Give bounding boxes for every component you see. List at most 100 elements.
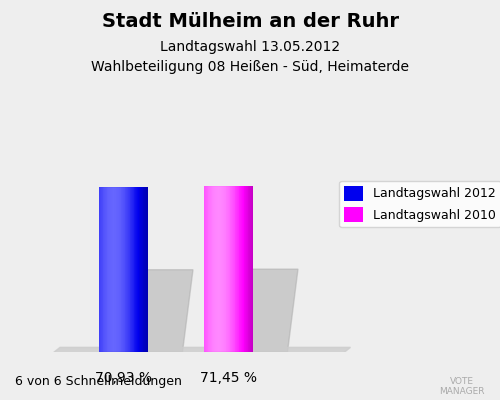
Bar: [223, 186, 224, 352]
Bar: [228, 186, 229, 352]
Bar: [244, 186, 246, 352]
Bar: [238, 186, 240, 352]
Bar: [237, 186, 238, 352]
Polygon shape: [42, 347, 350, 361]
Bar: [219, 186, 220, 352]
Bar: [100, 188, 102, 352]
Bar: [215, 186, 216, 352]
Bar: [106, 188, 108, 352]
Bar: [112, 188, 114, 352]
Bar: [105, 188, 106, 352]
Text: 71,45 %: 71,45 %: [200, 370, 256, 384]
Bar: [128, 188, 130, 352]
Bar: [216, 186, 217, 352]
Bar: [230, 186, 232, 352]
Bar: [142, 188, 143, 352]
Bar: [216, 186, 218, 352]
Text: 70,93 %: 70,93 %: [94, 370, 152, 384]
Bar: [122, 188, 124, 352]
Bar: [126, 188, 128, 352]
Bar: [205, 186, 206, 352]
Bar: [108, 188, 110, 352]
Bar: [252, 186, 253, 352]
Bar: [115, 188, 116, 352]
Bar: [124, 188, 125, 352]
Bar: [222, 186, 224, 352]
Bar: [248, 186, 250, 352]
Bar: [131, 188, 132, 352]
Bar: [118, 188, 120, 352]
Bar: [229, 186, 230, 352]
Bar: [210, 186, 211, 352]
Bar: [206, 186, 207, 352]
Bar: [242, 186, 243, 352]
Bar: [144, 188, 146, 352]
Bar: [224, 186, 226, 352]
Bar: [102, 188, 103, 352]
Text: VOTE
MANAGER: VOTE MANAGER: [440, 377, 485, 396]
Bar: [250, 186, 251, 352]
Bar: [116, 188, 117, 352]
Bar: [207, 186, 208, 352]
Bar: [224, 186, 225, 352]
Bar: [233, 186, 234, 352]
Bar: [138, 188, 140, 352]
Bar: [246, 186, 247, 352]
Bar: [211, 186, 212, 352]
Bar: [119, 188, 120, 352]
Bar: [212, 186, 214, 352]
Bar: [141, 188, 142, 352]
Bar: [134, 188, 136, 352]
Text: Stadt Mülheim an der Ruhr: Stadt Mülheim an der Ruhr: [102, 12, 399, 31]
Bar: [120, 188, 121, 352]
Bar: [251, 186, 252, 352]
Bar: [208, 186, 209, 352]
Bar: [128, 188, 129, 352]
Bar: [249, 186, 250, 352]
Bar: [145, 188, 146, 352]
Bar: [232, 186, 233, 352]
Bar: [98, 188, 100, 352]
Bar: [137, 188, 138, 352]
Bar: [136, 188, 137, 352]
Polygon shape: [120, 270, 193, 352]
Bar: [114, 188, 115, 352]
Bar: [104, 188, 106, 352]
Bar: [245, 186, 246, 352]
Bar: [116, 188, 117, 352]
Bar: [127, 188, 128, 352]
Bar: [142, 188, 144, 352]
Bar: [238, 186, 239, 352]
Bar: [120, 188, 122, 352]
Bar: [123, 188, 124, 352]
Bar: [204, 186, 206, 352]
Bar: [110, 188, 111, 352]
Text: 6 von 6 Schnellmeldungen: 6 von 6 Schnellmeldungen: [15, 375, 182, 388]
Text: Wahlbeteiligung 08 Heißen - Süd, Heimaterde: Wahlbeteiligung 08 Heißen - Süd, Heimate…: [91, 60, 409, 74]
Bar: [220, 186, 222, 352]
Bar: [138, 188, 139, 352]
Bar: [230, 186, 231, 352]
Bar: [248, 186, 249, 352]
Bar: [226, 186, 228, 352]
Bar: [134, 188, 135, 352]
Bar: [113, 188, 114, 352]
Bar: [227, 186, 228, 352]
Bar: [140, 188, 141, 352]
Bar: [132, 188, 133, 352]
Text: Landtagswahl 13.05.2012: Landtagswahl 13.05.2012: [160, 40, 340, 54]
Bar: [135, 188, 136, 352]
Bar: [102, 188, 104, 352]
Bar: [208, 186, 210, 352]
Bar: [109, 188, 110, 352]
Bar: [209, 186, 210, 352]
Bar: [146, 188, 147, 352]
Bar: [236, 186, 238, 352]
Bar: [146, 188, 148, 352]
Bar: [133, 188, 134, 352]
Bar: [124, 188, 126, 352]
Bar: [234, 186, 236, 352]
Legend: Landtagswahl 2012, Landtagswahl 2010: Landtagswahl 2012, Landtagswahl 2010: [339, 181, 500, 227]
Bar: [240, 186, 242, 352]
Bar: [247, 186, 248, 352]
